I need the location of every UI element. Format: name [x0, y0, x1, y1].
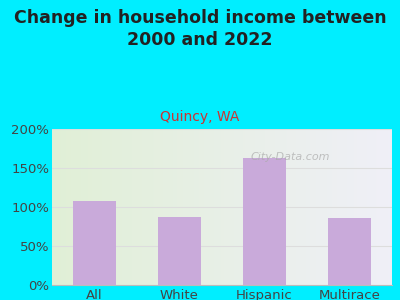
Bar: [243, 158, 286, 285]
Bar: [328, 218, 371, 285]
Bar: [158, 217, 201, 285]
Bar: [73, 201, 116, 285]
Text: City-Data.com: City-Data.com: [250, 152, 330, 162]
Text: Quincy, WA: Quincy, WA: [160, 110, 240, 124]
Text: Change in household income between
2000 and 2022: Change in household income between 2000 …: [14, 9, 386, 49]
